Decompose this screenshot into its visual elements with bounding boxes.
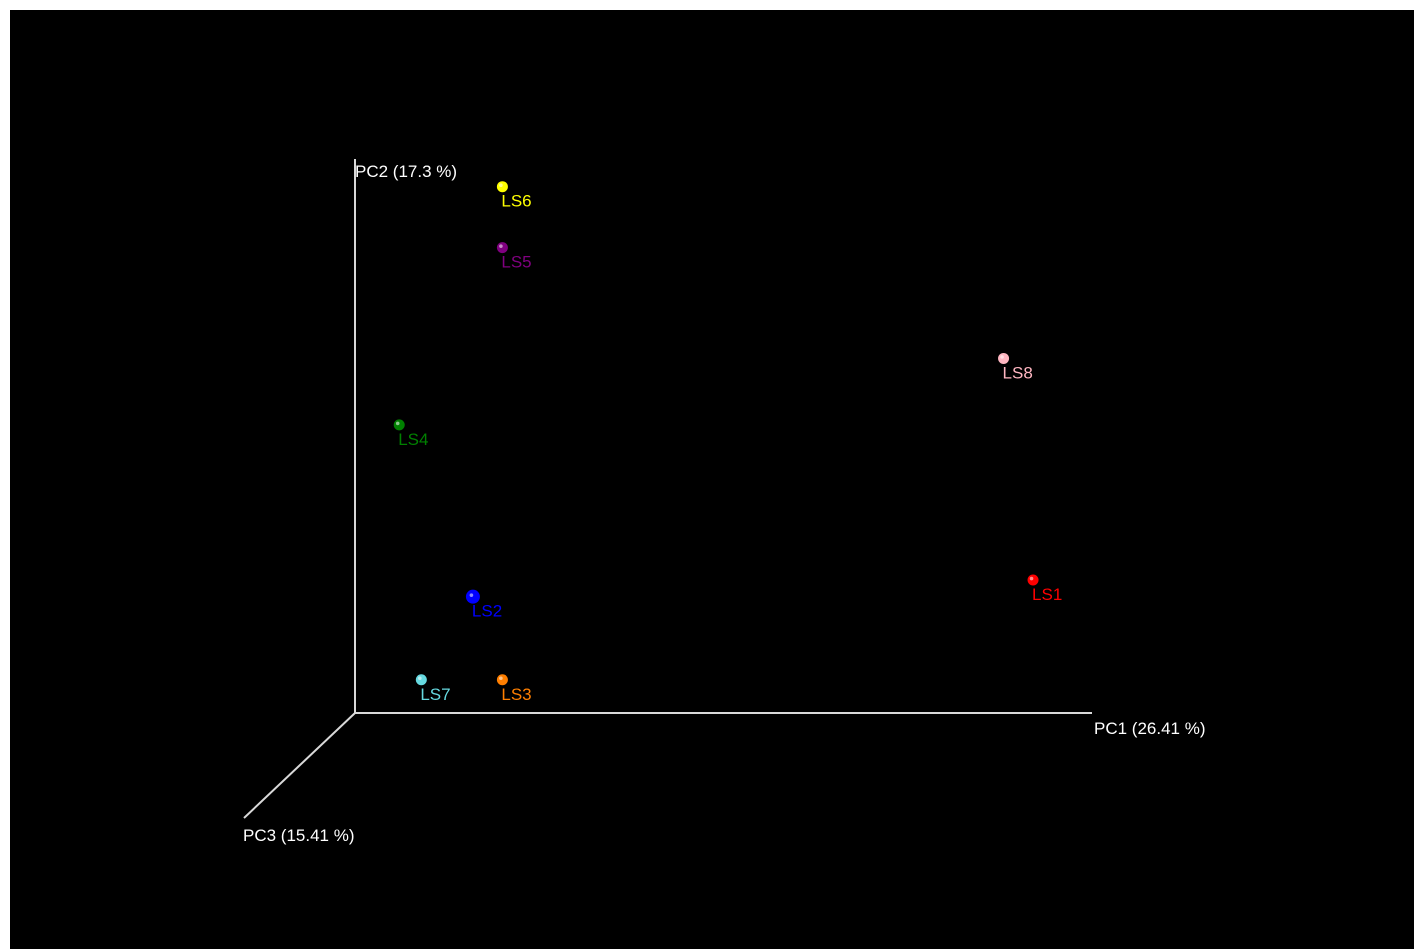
pc3-axis-line	[243, 712, 356, 819]
pc2-axis-label: PC2 (17.3 %)	[355, 162, 457, 181]
point-label: LS4	[398, 430, 428, 449]
point-marker[interactable]	[393, 419, 405, 431]
data-point-ls6[interactable]: LS6	[496, 181, 532, 211]
point-highlight	[499, 183, 503, 187]
point-marker[interactable]	[415, 674, 427, 686]
data-point-ls7[interactable]: LS7	[415, 674, 451, 704]
point-label: LS1	[1032, 585, 1062, 604]
data-point-ls2[interactable]: LS2	[465, 589, 502, 621]
pcoa-3d-scatter[interactable]: PC1 (26.41 %) PC2 (17.3 %) PC3 (15.41 %)…	[10, 10, 1414, 949]
point-marker[interactable]	[465, 589, 480, 604]
point-marker[interactable]	[496, 181, 508, 193]
point-highlight	[395, 421, 400, 426]
data-point-ls8[interactable]: LS8	[998, 352, 1033, 383]
data-point-ls3[interactable]: LS3	[496, 674, 532, 704]
pc1-axis-label: PC1 (26.41 %)	[1094, 719, 1206, 738]
points-layer: LS1 LS2 LS3 LS4 LS5 LS6 LS7 LS8	[393, 181, 1063, 704]
point-highlight	[418, 676, 422, 681]
point-label: LS5	[501, 253, 531, 272]
point-label: LS3	[501, 685, 531, 704]
point-label: LS7	[420, 685, 450, 704]
axes-layer: PC1 (26.41 %) PC2 (17.3 %) PC3 (15.41 %)	[243, 159, 1206, 845]
point-label: LS2	[472, 602, 502, 621]
point-marker[interactable]	[998, 352, 1010, 364]
point-highlight	[1029, 576, 1034, 581]
data-point-ls4[interactable]: LS4	[393, 419, 429, 449]
point-highlight	[1000, 355, 1004, 359]
plot-canvas[interactable]: PC1 (26.41 %) PC2 (17.3 %) PC3 (15.41 %)…	[10, 10, 1414, 949]
pc3-axis-label: PC3 (15.41 %)	[243, 826, 355, 845]
point-marker[interactable]	[496, 674, 508, 686]
point-marker[interactable]	[496, 242, 508, 254]
point-highlight	[469, 593, 474, 597]
point-label: LS8	[1003, 363, 1033, 382]
data-point-ls5[interactable]: LS5	[496, 242, 532, 272]
point-highlight	[499, 244, 503, 248]
data-point-ls1[interactable]: LS1	[1027, 574, 1063, 605]
point-marker[interactable]	[1027, 574, 1039, 586]
point-label: LS6	[501, 192, 531, 211]
point-highlight	[499, 676, 503, 681]
